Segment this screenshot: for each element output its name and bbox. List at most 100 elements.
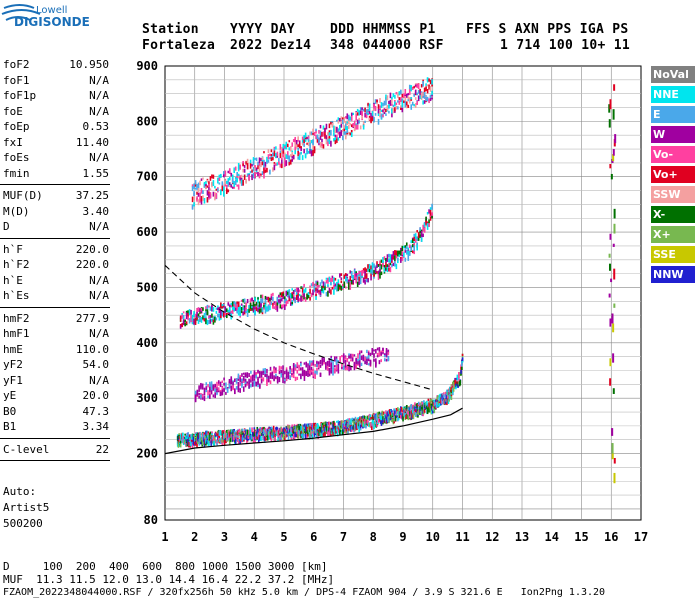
param-row: h`Es N/A bbox=[3, 289, 109, 302]
echo-point bbox=[431, 203, 433, 210]
echo-point bbox=[349, 275, 352, 282]
echo-point bbox=[257, 296, 259, 303]
echo-point bbox=[267, 375, 270, 380]
echo-point bbox=[319, 130, 322, 136]
echo-point bbox=[282, 293, 285, 298]
echo-point bbox=[371, 262, 374, 268]
echo-point bbox=[401, 245, 404, 251]
echo-point bbox=[200, 196, 203, 202]
echo-point bbox=[247, 435, 250, 439]
echo-point bbox=[194, 436, 196, 441]
echo-point bbox=[341, 354, 343, 358]
echo-point bbox=[214, 185, 216, 189]
echo-point bbox=[315, 293, 317, 297]
echo-point bbox=[400, 250, 402, 256]
echo-point bbox=[217, 188, 219, 192]
echo-point bbox=[391, 254, 393, 260]
echo-point bbox=[385, 113, 387, 116]
param-row: M(D) 3.40 bbox=[3, 205, 109, 218]
echo-point bbox=[330, 282, 332, 286]
param-value: N/A bbox=[89, 220, 109, 233]
echo-point bbox=[257, 369, 259, 373]
echo-point bbox=[199, 197, 201, 203]
echo-point bbox=[267, 159, 270, 163]
echo-point bbox=[356, 275, 359, 281]
echo-point bbox=[273, 368, 275, 374]
echo-point bbox=[385, 257, 387, 262]
echo-point bbox=[336, 137, 338, 143]
echo-point bbox=[249, 298, 252, 303]
echo-point bbox=[419, 234, 421, 238]
echo-point bbox=[336, 420, 338, 423]
echo-point bbox=[379, 270, 381, 275]
echo-point bbox=[239, 438, 241, 445]
echo-point bbox=[295, 142, 298, 145]
echo-point bbox=[211, 431, 213, 437]
echo-point bbox=[309, 131, 311, 135]
echo-point bbox=[191, 186, 194, 192]
echo-point bbox=[291, 368, 293, 373]
echo-point bbox=[339, 131, 341, 137]
echo-point bbox=[360, 350, 363, 354]
echo-point bbox=[206, 179, 209, 183]
echo-point bbox=[394, 94, 396, 99]
echo-point bbox=[426, 400, 428, 406]
echo-point bbox=[414, 402, 416, 406]
echo-point bbox=[281, 305, 283, 310]
param-value: N/A bbox=[89, 327, 109, 340]
echo-point bbox=[261, 171, 264, 175]
echo-point bbox=[224, 180, 227, 185]
echo-point bbox=[206, 305, 209, 310]
echo-point bbox=[276, 427, 279, 431]
echo-point bbox=[428, 209, 430, 214]
echo-point bbox=[269, 301, 271, 306]
echo-point bbox=[251, 297, 253, 300]
echo-point bbox=[221, 380, 224, 384]
echo-point bbox=[373, 414, 375, 417]
echo-point bbox=[301, 155, 304, 161]
echo-point bbox=[419, 88, 421, 93]
echo-point bbox=[346, 126, 349, 132]
echo-point bbox=[289, 146, 292, 152]
header-label-station: Station bbox=[142, 22, 199, 37]
echo-point bbox=[401, 98, 404, 101]
echo-point bbox=[373, 103, 375, 109]
echo-point bbox=[234, 305, 237, 308]
echo-point bbox=[312, 139, 314, 146]
echo-point bbox=[300, 146, 302, 149]
echo-point bbox=[266, 378, 268, 384]
echo-point bbox=[382, 411, 385, 416]
echo-point bbox=[230, 376, 233, 381]
echo-point bbox=[611, 453, 614, 460]
legend-item-sse: SSE bbox=[651, 246, 695, 263]
echo-point bbox=[337, 360, 340, 363]
echo-point bbox=[350, 366, 352, 371]
echo-point bbox=[318, 290, 320, 293]
param-value: N/A bbox=[89, 373, 109, 387]
echo-point bbox=[342, 365, 345, 370]
echo-point bbox=[217, 305, 219, 308]
echo-point bbox=[257, 297, 259, 300]
echo-point bbox=[193, 196, 195, 201]
echo-point bbox=[334, 126, 337, 131]
echo-point bbox=[459, 380, 462, 386]
echo-point bbox=[242, 311, 244, 316]
echo-point bbox=[325, 362, 327, 365]
echo-point bbox=[266, 156, 268, 163]
echo-point bbox=[340, 130, 343, 136]
echo-point bbox=[358, 117, 360, 121]
echo-point bbox=[295, 292, 298, 297]
echo-point bbox=[285, 369, 288, 374]
echo-point bbox=[411, 238, 414, 244]
echo-point bbox=[353, 364, 356, 369]
echo-point bbox=[351, 357, 354, 362]
echo-point bbox=[310, 366, 313, 373]
header-value-time: 348 044000 RSF bbox=[330, 38, 444, 53]
echo-point bbox=[394, 250, 396, 256]
echo-point bbox=[332, 431, 334, 436]
echo-point bbox=[230, 385, 233, 392]
echo-point bbox=[202, 195, 204, 201]
echo-point bbox=[227, 302, 230, 306]
echo-point bbox=[255, 381, 258, 387]
param-row: fmin 1.55 bbox=[3, 167, 109, 180]
